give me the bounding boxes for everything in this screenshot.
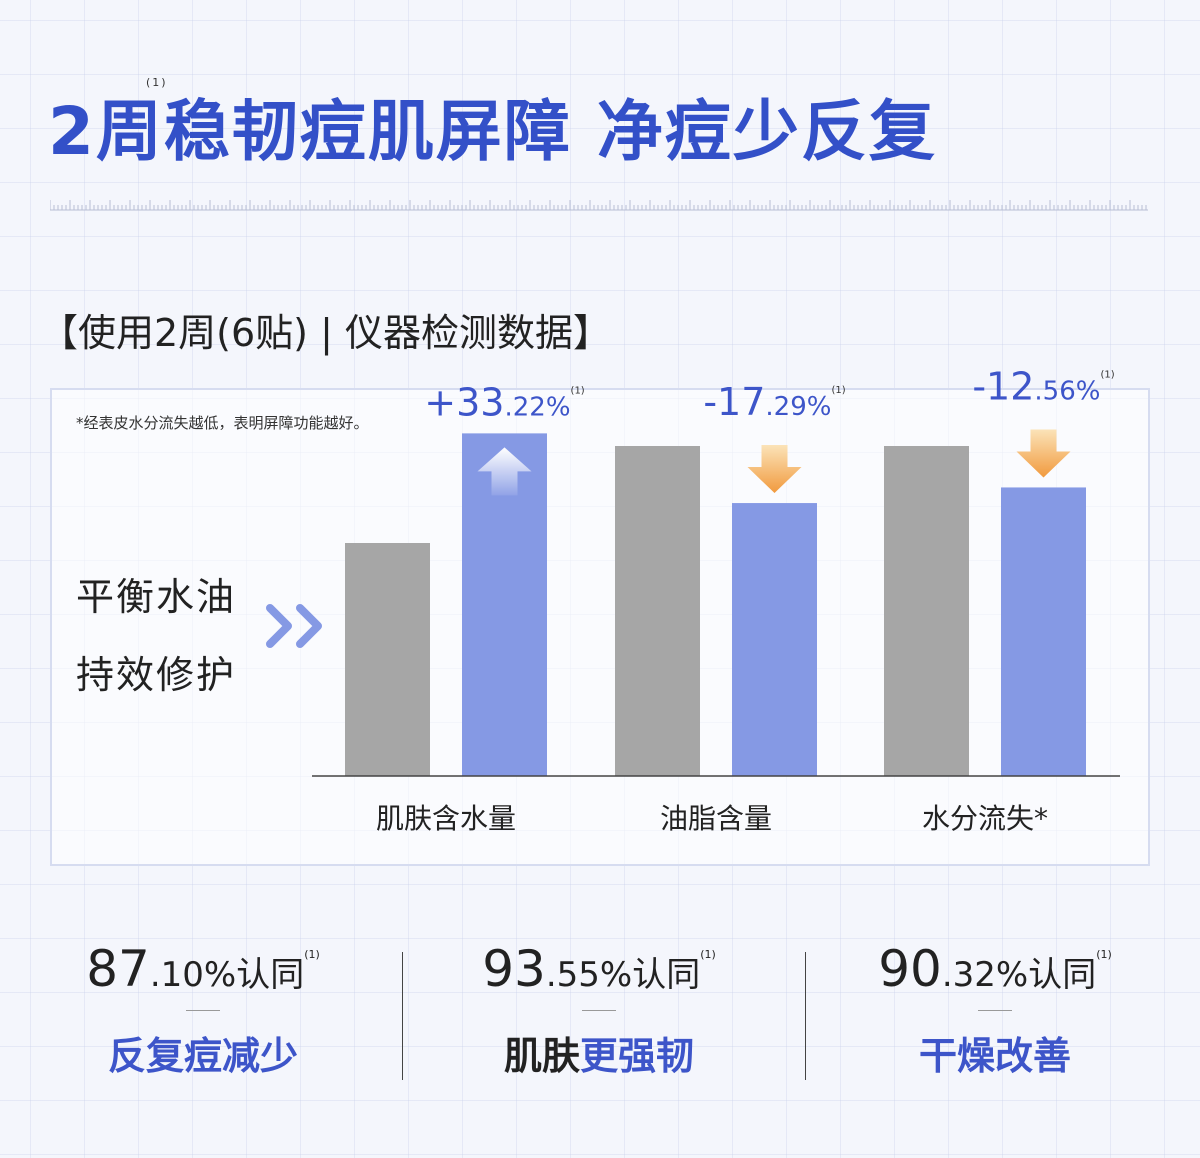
bar-after-3: [1001, 487, 1086, 776]
bar-chart: +33.22%(1) 肌肤含水量 -17.29%(1) 油脂含量 -12.56%(1) 水…: [266, 364, 1120, 835]
stat-item-acne: 87.10%认同(1) 反复痘减少: [6, 940, 400, 1080]
category-label-3: 水分流失*: [922, 802, 1048, 835]
bar-before-3: [884, 446, 969, 776]
stat-item-dryness: 90.32%认同(1) 干燥改善: [798, 940, 1192, 1080]
change-label-2: -17.29%(1): [703, 380, 845, 424]
chevron-right-icon: [266, 604, 322, 648]
section-subtitle: 【使用2周(6贴) | 仪器检测数据】: [40, 311, 611, 355]
category-label-2: 油脂含量: [660, 802, 772, 835]
stats-row: 87.10%认同(1) 反复痘减少 93.55%认同(1) 肌肤更强韧 90.3…: [0, 940, 1200, 1100]
bar-before-1: [345, 543, 430, 776]
bar-after-2: [732, 503, 817, 776]
ruler-divider: [50, 200, 1148, 211]
arrow-down-icon: [1016, 429, 1071, 478]
category-label-1: 肌肤含水量: [376, 802, 516, 835]
claim-line-2: 持效修护: [76, 653, 237, 697]
stat-desc: 反复痘减少: [107, 1034, 298, 1078]
arrow-down-icon: [747, 445, 802, 494]
stat-dash: [186, 1010, 220, 1011]
stat-divider: [805, 952, 806, 1080]
claim-line-1: 平衡水油: [76, 575, 237, 619]
stat-item-skin: 93.55%认同(1) 肌肤更强韧: [402, 940, 796, 1080]
arrow-up-icon: [477, 447, 532, 496]
title-footnote-marker: (1): [146, 76, 168, 89]
bar-before-2: [615, 446, 700, 776]
stat-desc: 干燥改善: [918, 1034, 1071, 1078]
change-label-1: +33.22%(1): [424, 380, 585, 424]
stat-value: 90.32%认同(1): [878, 940, 1112, 998]
stat-dash: [582, 1010, 616, 1011]
stat-value: 93.55%认同(1): [482, 940, 716, 998]
stat-desc: 肌肤更强韧: [503, 1034, 695, 1078]
stat-value: 87.10%认同(1): [86, 940, 320, 998]
page-title-text: 2周稳韧痘肌屏障 净痘少反复: [48, 93, 937, 170]
change-label-3: -12.56%(1): [972, 364, 1114, 408]
page-title: 2周稳韧痘肌屏障 净痘少反复 (1): [48, 76, 937, 174]
chart-footnote: *经表皮水分流失越低，表明屏障功能越好。: [76, 414, 369, 432]
stat-dash: [978, 1010, 1012, 1011]
stat-divider: [402, 952, 403, 1080]
